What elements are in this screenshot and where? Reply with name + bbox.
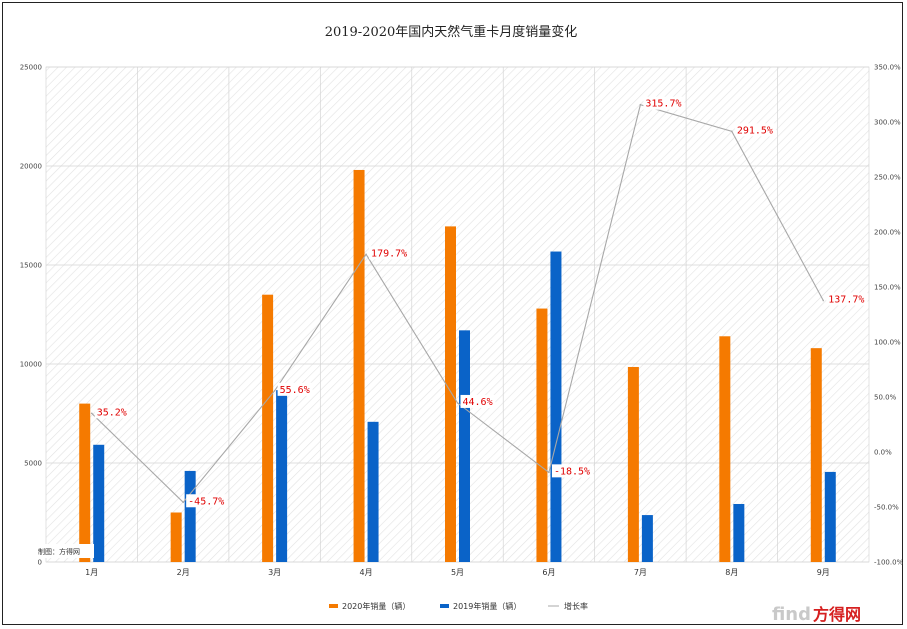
grid-lines	[46, 66, 869, 563]
bar-2020	[170, 512, 182, 562]
watermark-logo: find 方得网	[772, 604, 861, 625]
legend-label-growth: 增长率	[564, 601, 588, 611]
growth-point	[90, 412, 93, 415]
y-right-tick-label: 350.0%	[874, 64, 901, 72]
legend: 2020年销量（辆） 2019年销量（辆） 增长率	[329, 601, 588, 611]
bar-2019	[184, 470, 196, 562]
watermark-suffix: 方得网	[813, 605, 861, 624]
growth-label: 291.5%	[737, 125, 773, 136]
growth-label-bg	[734, 123, 777, 137]
legend-label-2020: 2020年销量（辆）	[342, 601, 410, 611]
growth-label: 55.6%	[280, 385, 310, 396]
y-right-tick-label: -100.0%	[874, 559, 904, 567]
x-axis: 1月 2月 3月 4月 5月 6月 7月 8月 9月	[85, 568, 830, 577]
y-right-tick-label: -50.0%	[874, 504, 899, 512]
watermark-prefix: find	[772, 604, 811, 625]
growth-label-bg	[643, 96, 685, 110]
bar-2020	[719, 336, 731, 562]
y-right-tick-label: 0.0%	[874, 449, 892, 457]
growth-label: -18.5%	[554, 466, 590, 477]
growth-label-bg	[94, 405, 130, 419]
y-right-tick-label: 300.0%	[874, 119, 901, 127]
growth-point	[365, 253, 367, 256]
x-tick-label: 8月	[725, 568, 738, 577]
growth-label: 179.7%	[371, 248, 407, 259]
bar-2019	[276, 390, 288, 562]
bar-2020	[810, 348, 822, 562]
y-right-tick-label: 50.0%	[874, 394, 897, 402]
y-left-tick-label: 10000	[20, 361, 42, 369]
y-left-tick-label: 15000	[20, 262, 42, 270]
growth-label-bg	[826, 292, 868, 306]
credit-box: 制图：方得网	[36, 544, 94, 558]
growth-point	[822, 299, 825, 302]
credit-text: 制图：方得网	[38, 547, 80, 556]
x-tick-label: 3月	[268, 568, 281, 577]
legend-swatch-2020	[329, 604, 338, 608]
chart-svg: 2019-2020年国内天然气重卡月度销量变化 0 5000 10000 15000 2…	[20, 24, 904, 625]
y-right-tick-label: 250.0%	[874, 174, 901, 182]
y-axis-right: -100.0% -50.0% 0.0% 50.0% 100.0% 150.0% 200.0%…	[874, 64, 904, 567]
chart-title: 2019-2020年国内天然气重卡月度销量变化	[325, 24, 578, 40]
bar-2019	[550, 251, 562, 562]
growth-label: -45.7%	[188, 496, 224, 507]
bar-2019	[824, 471, 836, 562]
bar-2019	[641, 515, 653, 562]
growth-label-bg	[186, 494, 228, 508]
growth-label: 315.7%	[645, 99, 681, 110]
y-right-tick-label: 200.0%	[874, 229, 901, 237]
legend-swatch-2019	[440, 604, 449, 608]
growth-label-bg	[551, 464, 594, 478]
growth-point	[456, 402, 459, 404]
bars	[79, 169, 836, 562]
bar-2019	[367, 421, 379, 562]
plot-area	[45, 66, 870, 563]
growth-label-bg	[460, 394, 496, 408]
growth-labels: 35.2% -45.7% 55.6% 179.7% 44.6% -18.5% 315.7% 2…	[94, 96, 868, 508]
x-tick-label: 6月	[542, 568, 555, 577]
growth-label: 44.6%	[463, 397, 493, 408]
y-axis-left: 0 5000 10000 15000 20000 25000	[20, 64, 42, 567]
bar-2020	[262, 294, 274, 562]
bar-2019	[459, 330, 470, 562]
growth-line	[90, 103, 825, 504]
x-tick-label: 1月	[85, 568, 98, 577]
y-right-tick-label: 150.0%	[874, 284, 901, 292]
x-tick-label: 9月	[817, 568, 830, 577]
bar-2019	[93, 444, 105, 562]
y-left-tick-label: 0	[38, 559, 42, 567]
growth-label: 137.7%	[828, 295, 864, 306]
growth-label-bg	[277, 382, 313, 396]
bar-2020	[627, 366, 639, 562]
growth-point	[731, 130, 733, 133]
bar-2020	[536, 308, 548, 562]
growth-point	[182, 501, 184, 504]
growth-point	[273, 390, 276, 392]
x-tick-label: 7月	[634, 568, 647, 577]
growth-point	[639, 103, 642, 106]
bar-2020	[79, 403, 91, 562]
y-left-tick-label: 25000	[20, 64, 42, 72]
legend-label-2019: 2019年销量（辆）	[453, 601, 521, 611]
x-tick-label: 5月	[451, 568, 464, 577]
bar-2019	[733, 503, 745, 562]
y-left-tick-label: 20000	[20, 163, 42, 171]
growth-point	[548, 471, 550, 474]
growth-label-bg	[369, 246, 411, 260]
y-left-tick-label: 5000	[24, 460, 42, 468]
growth-label: 35.2%	[97, 407, 127, 418]
y-right-tick-label: 100.0%	[874, 339, 901, 347]
x-tick-label: 2月	[177, 568, 190, 577]
bar-2020	[445, 226, 456, 562]
bar-2020	[353, 169, 365, 562]
x-tick-label: 4月	[360, 568, 373, 577]
